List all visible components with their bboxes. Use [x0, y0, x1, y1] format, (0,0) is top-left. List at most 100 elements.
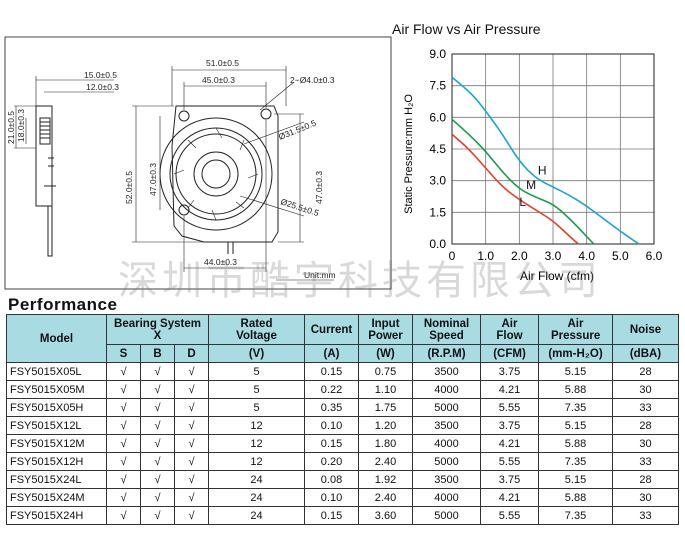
chart-ticks: 0 1.0 2.0 3.0 4.0 5.0 6.0 0.0 1.5 3.0 4.5 6.0 7.5 9.0 — [429, 47, 662, 263]
y-tick-label: 4.5 — [429, 142, 446, 156]
cell-b: √ — [140, 398, 175, 417]
y-tick-label: 1.5 — [429, 205, 446, 219]
dim-47-right: 47.0±0.3 — [314, 171, 324, 204]
cell-current: 0.22 — [304, 380, 359, 399]
cell-current: 0.20 — [304, 452, 359, 471]
y-tick-label: 6.0 — [429, 110, 446, 124]
chart-svg: Air Flow vs Air Pressure 0 1.0 2.0 3.0 4.0 5.… — [392, 21, 663, 283]
dim-15: 15.0±0.5 — [84, 70, 117, 80]
cell-pressure: 5.15 — [538, 362, 613, 381]
header-flow-unit: (CFM) — [480, 344, 539, 363]
cell-model: FSY5015X12L — [6, 416, 107, 435]
table-row: FSY5015X24H √ √ √ 24 0.15 3.60 5000 5.55 7.35 33 — [6, 506, 679, 525]
chart-series-labels: HML — [519, 163, 546, 209]
cell-voltage: 12 — [208, 452, 305, 471]
cell-current: 0.10 — [304, 416, 359, 435]
dim-47-left: 47.0±0.3 — [148, 163, 158, 196]
dim-51: 51.0±0.5 — [206, 58, 239, 68]
x-axis-label: Air Flow (cfm) — [520, 269, 594, 283]
plot-area — [451, 53, 655, 245]
cell-voltage: 5 — [208, 362, 305, 381]
header-bearing-label: Bearing System — [114, 317, 201, 330]
header-b: B — [140, 344, 175, 363]
header-pressure-unit: (mm-H₂O) — [538, 344, 613, 363]
cell-noise: 30 — [612, 380, 679, 399]
header-noise-unit: (dBA) — [612, 344, 679, 363]
x-tick-label: 4.0 — [578, 249, 595, 263]
cell-s: √ — [106, 470, 141, 489]
cell-s: √ — [106, 488, 141, 507]
cell-current: 0.15 — [304, 434, 359, 453]
cell-model: FSY5015X05H — [6, 398, 107, 417]
cell-noise: 30 — [612, 488, 679, 507]
cell-d: √ — [174, 398, 209, 417]
cell-pressure: 5.88 — [538, 434, 613, 453]
cell-voltage: 12 — [208, 434, 305, 453]
x-tick-label: 0 — [449, 249, 456, 263]
cell-speed: 5000 — [412, 506, 481, 525]
cell-flow: 5.55 — [480, 506, 539, 525]
y-tick-label: 7.5 — [429, 79, 446, 93]
cell-power: 1.20 — [358, 416, 413, 435]
cell-noise: 33 — [612, 398, 679, 417]
cell-model: FSY5015X24M — [6, 488, 107, 507]
cell-speed: 3500 — [412, 470, 481, 489]
cell-power: 1.92 — [358, 470, 413, 489]
cell-b: √ — [140, 506, 175, 525]
cell-speed: 3500 — [412, 362, 481, 381]
performance-title: Performance — [8, 295, 118, 314]
cell-s: √ — [106, 506, 141, 525]
cell-b: √ — [140, 416, 175, 435]
cell-model: FSY5015X05M — [6, 380, 107, 399]
dimension-drawing: 15.0±0.5 12.0±0.3 21.0±0.5 18.0±0.3 51.0… — [4, 36, 392, 290]
cell-b: √ — [140, 470, 175, 489]
dim-21: 21.0±0.5 — [6, 111, 16, 144]
table-row: FSY5015X24L √ √ √ 24 0.08 1.92 3500 3.75 5.15 28 — [6, 470, 679, 489]
cell-s: √ — [106, 398, 141, 417]
header-s: S — [106, 344, 141, 363]
series-line-H — [451, 76, 640, 245]
cell-pressure: 5.15 — [538, 470, 613, 489]
y-tick-label: 0.0 — [429, 237, 446, 251]
table-row: FSY5015X12H √ √ √ 12 0.20 2.40 5000 5.55 7.35 33 — [6, 452, 679, 471]
x-tick-label: 2.0 — [511, 249, 528, 263]
cell-current: 0.10 — [304, 488, 359, 507]
cell-d: √ — [174, 452, 209, 471]
cell-d: √ — [174, 470, 209, 489]
cell-s: √ — [106, 434, 141, 453]
performance-table: Model Bearing System X Rated Voltage Cur… — [6, 314, 679, 525]
x-tick-label: 6.0 — [646, 249, 663, 263]
cell-voltage: 24 — [208, 506, 305, 525]
cell-s: √ — [106, 362, 141, 381]
cell-d: √ — [174, 488, 209, 507]
dim-44: 44.0±0.3 — [204, 257, 237, 267]
header-speed: Nominal Speed — [412, 314, 481, 345]
chart-grid — [451, 53, 655, 245]
cell-noise: 33 — [612, 452, 679, 471]
cell-s: √ — [106, 452, 141, 471]
cell-flow: 4.21 — [480, 380, 539, 399]
cell-b: √ — [140, 452, 175, 471]
series-label-H: H — [538, 163, 547, 177]
cell-power: 1.10 — [358, 380, 413, 399]
header-flow: Air Flow — [480, 314, 539, 345]
table-row: FSY5015X05H √ √ √ 5 0.35 1.75 5000 5.55 7.35 33 — [6, 398, 679, 417]
cell-power: 1.75 — [358, 398, 413, 417]
header-current: Current — [304, 314, 359, 345]
cell-power: 3.60 — [358, 506, 413, 525]
cell-speed: 5000 — [412, 452, 481, 471]
table-row: FSY5015X24M √ √ √ 24 0.10 2.40 4000 4.21 5.88 30 — [6, 488, 679, 507]
dim-18: 18.0±0.3 — [16, 109, 26, 142]
cell-pressure: 7.35 — [538, 452, 613, 471]
cell-d: √ — [174, 434, 209, 453]
header-model: Model — [6, 314, 107, 363]
y-tick-label: 9.0 — [429, 47, 446, 61]
cell-speed: 4000 — [412, 488, 481, 507]
unit-label: Unit:mm — [304, 270, 336, 280]
dim-52: 52.0±0.5 — [124, 171, 134, 204]
cell-flow: 3.75 — [480, 362, 539, 381]
dim-31-5: Ø31.5±0.5 — [277, 118, 318, 142]
cell-voltage: 24 — [208, 488, 305, 507]
cell-speed: 3500 — [412, 416, 481, 435]
cell-noise: 28 — [612, 362, 679, 381]
